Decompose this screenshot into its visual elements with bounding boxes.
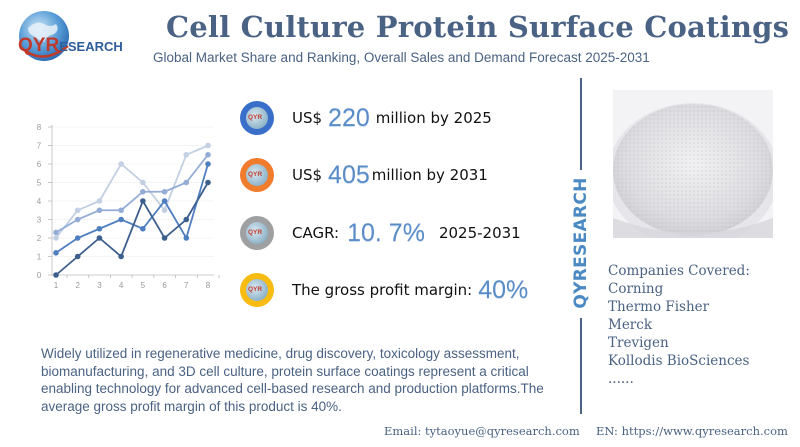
company-item: Kollodis BioSciences xyxy=(608,353,750,369)
companies-covered: Companies Covered: Corning Thermo Fisher… xyxy=(608,262,750,388)
series-2-point xyxy=(161,188,168,195)
qyr-globe-icon-gray: QYR xyxy=(240,216,274,250)
series-line-4 xyxy=(55,182,209,276)
series-3-point xyxy=(183,235,190,241)
qyresearch-logo: QYRESEARCH xyxy=(14,8,144,68)
company-item: Thermo Fisher xyxy=(608,299,710,315)
page-title: Cell Culture Protein Surface Coatings xyxy=(166,10,790,44)
y-tick-label: 7 xyxy=(37,142,42,151)
series-3-point xyxy=(161,198,168,204)
series-4-point xyxy=(161,235,168,241)
series-line-2 xyxy=(55,154,209,234)
series-1-point xyxy=(183,151,190,158)
stat-suffix: million by 2031 xyxy=(371,166,488,184)
x-tick-label: 5 xyxy=(141,281,146,290)
series-2-point xyxy=(118,207,124,214)
series-2-point xyxy=(183,179,190,186)
y-tick-label: 5 xyxy=(37,179,42,188)
stat-market-2025: QYR US$ 220 million by 2025 xyxy=(240,98,492,138)
x-tick-label: 7 xyxy=(184,281,189,290)
series-1-point xyxy=(161,207,168,214)
stat-value: 40% xyxy=(478,275,529,304)
y-tick-label: 4 xyxy=(37,197,42,206)
x-tick-label: 3 xyxy=(97,281,102,290)
series-4-point xyxy=(118,253,124,260)
series-4-point xyxy=(205,179,211,186)
series-4-point xyxy=(96,235,103,241)
y-tick-label: 8 xyxy=(37,123,42,132)
series-1-point xyxy=(205,142,211,149)
series-2-point xyxy=(205,151,211,158)
stat-prefix: US$ xyxy=(292,166,323,184)
company-item: Merck xyxy=(608,317,653,333)
series-line-3 xyxy=(55,163,209,254)
stat-value: 405 xyxy=(328,160,370,189)
stat-market-2031: QYR US$ 405 million by 2031 xyxy=(240,155,488,195)
company-item: Corning xyxy=(608,281,664,297)
series-1-point xyxy=(140,179,146,186)
qyr-globe-icon-blue: QYR xyxy=(240,101,274,135)
stat-suffix: 2025-2031 xyxy=(438,224,521,242)
line-chart: 0 1 2 3 4 5 6 7 8 1 2 3 4 5 6 7 8 xyxy=(37,123,220,290)
stat-gross-margin: QYR The gross profit margin: 40% xyxy=(240,270,534,310)
footer-website[interactable]: EN: https://www.qyresearch.com xyxy=(596,424,788,438)
series-2-point xyxy=(96,207,103,214)
stat-prefix: The gross profit margin: xyxy=(292,281,473,299)
divider-top xyxy=(580,78,582,170)
series-3-point xyxy=(53,250,59,256)
series-2-point xyxy=(74,216,81,223)
company-item-more: ...... xyxy=(608,371,634,387)
stat-prefix: CAGR: xyxy=(292,224,340,242)
x-tick-label: 6 xyxy=(162,281,167,290)
qyr-globe-icon-yellow: QYR xyxy=(240,273,274,307)
y-tick-label: 6 xyxy=(37,160,42,169)
series-3-point xyxy=(140,225,146,232)
y-tick-label: 1 xyxy=(37,253,42,262)
x-tick-label: 2 xyxy=(75,281,80,290)
series-2-point xyxy=(53,229,59,236)
series-3-point xyxy=(74,235,81,241)
y-tick-label: 2 xyxy=(37,234,42,243)
logo-wordmark: QYRESEARCH xyxy=(18,35,123,56)
series-line-1 xyxy=(55,144,209,239)
product-description: Widely utilized in regenerative medicine… xyxy=(41,346,544,414)
companies-heading: Companies Covered: xyxy=(608,263,750,279)
series-4-point xyxy=(74,253,81,260)
y-tick-label: 3 xyxy=(37,216,42,225)
series-1-point xyxy=(118,161,124,167)
powder-dish-image xyxy=(613,90,773,238)
footer-email[interactable]: Email: tytaoyue@qyresearch.com xyxy=(384,424,580,438)
page-subtitle: Global Market Share and Ranking, Overall… xyxy=(153,50,650,65)
series-3-point xyxy=(205,161,211,167)
x-tick-label: 1 xyxy=(54,281,59,290)
stat-value: 10. 7% xyxy=(347,218,425,247)
series-4-point xyxy=(53,272,59,278)
series-1-point xyxy=(96,198,103,204)
series-3-point xyxy=(118,216,124,223)
series-3-point xyxy=(96,225,103,232)
stat-suffix: million by 2025 xyxy=(375,109,492,127)
series-1-point xyxy=(53,235,59,241)
vertical-brand-label: QYRESEARCH xyxy=(571,177,591,309)
company-item: Trevigen xyxy=(608,335,669,351)
series-2-point xyxy=(140,188,146,195)
x-tick-label: 4 xyxy=(119,281,124,290)
series-4-point xyxy=(183,216,190,223)
qyr-globe-icon-orange: QYR xyxy=(240,158,274,192)
divider-bottom xyxy=(580,318,582,414)
product-image xyxy=(613,90,773,238)
x-tick-label: 8 xyxy=(206,281,211,290)
globe-logo-icon xyxy=(19,11,69,61)
series-4-point xyxy=(140,198,146,204)
y-tick-label: 0 xyxy=(37,271,42,280)
series-1-point xyxy=(74,207,81,214)
stat-prefix: US$ xyxy=(292,109,323,127)
stat-value: 220 xyxy=(328,103,370,132)
stat-cagr: QYR CAGR: 10. 7% 2025-2031 xyxy=(240,213,521,253)
